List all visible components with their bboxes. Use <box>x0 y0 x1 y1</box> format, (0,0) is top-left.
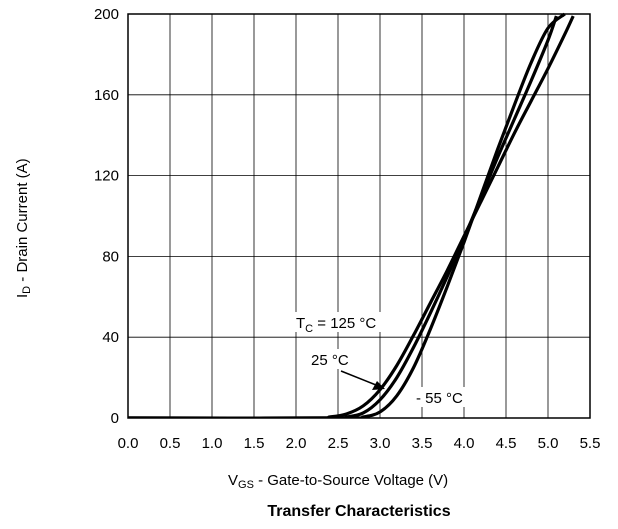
y-tick-label: 160 <box>94 87 119 104</box>
annotation-25c-arrowhead <box>372 381 385 390</box>
y-tick-label: 120 <box>94 168 119 185</box>
x-tick-label: 4.0 <box>454 435 475 452</box>
y-tick-label: 80 <box>102 248 119 265</box>
x-tick-label: 5.5 <box>580 435 601 452</box>
chart-title: Transfer Characteristics <box>267 503 451 520</box>
x-tick-label: 1.0 <box>202 435 223 452</box>
x-tick-label: 2.5 <box>328 435 349 452</box>
y-tick-labels: 0 40 80 120 160 200 <box>94 6 119 427</box>
annotations: TC = 125 °C 25 °C - 55 °C <box>294 312 476 407</box>
annotation-125c: TC = 125 °C <box>296 315 376 335</box>
x-tick-label: 4.5 <box>496 435 517 452</box>
x-tick-label: 3.5 <box>412 435 433 452</box>
y-tick-label: 40 <box>102 329 119 346</box>
curve-minus55c <box>128 12 566 418</box>
x-tick-label: 2.0 <box>286 435 307 452</box>
x-tick-label: 0.0 <box>118 435 139 452</box>
y-tick-label: 0 <box>111 410 119 427</box>
x-tick-label: 3.0 <box>370 435 391 452</box>
annotation-25c-pointer <box>340 370 377 386</box>
x-tick-label: 0.5 <box>160 435 181 452</box>
x-tick-label: 1.5 <box>244 435 265 452</box>
annotation-minus55c: - 55 °C <box>416 390 463 407</box>
y-tick-label: 200 <box>94 6 119 23</box>
x-tick-label: 5.0 <box>538 435 559 452</box>
x-axis-label: VGS - Gate-to-Source Voltage (V) <box>228 472 449 491</box>
annotation-25c: 25 °C <box>311 352 349 369</box>
y-axis-label: ID - Drain Current (A) <box>14 158 33 298</box>
x-tick-labels: 0.0 0.5 1.0 1.5 2.0 2.5 3.0 3.5 4.0 4.5 5.0 5.5 <box>118 435 601 452</box>
curves <box>128 12 575 418</box>
